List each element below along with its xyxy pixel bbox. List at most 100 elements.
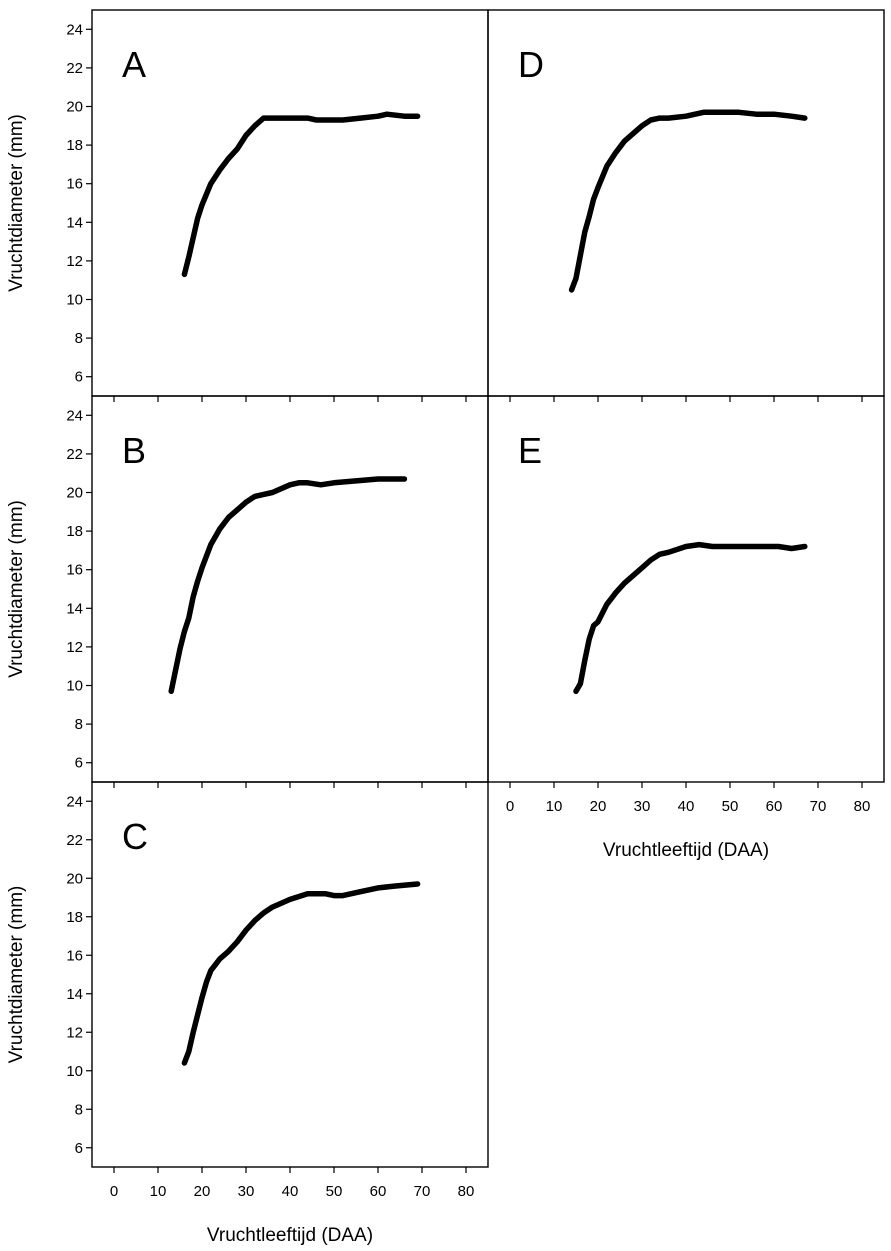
- data-point: [587, 637, 592, 642]
- y-tick-label: 20: [66, 485, 83, 502]
- data-point: [666, 115, 671, 121]
- x-tick-label: 20: [590, 798, 607, 815]
- y-tick-label: 6: [75, 1140, 83, 1157]
- data-point: [182, 272, 187, 277]
- data-point: [199, 995, 205, 1000]
- plot-frame: [91, 781, 489, 1168]
- data-point: [763, 544, 768, 549]
- y-tick-label: 10: [66, 292, 83, 309]
- y-axis-title: Vruchtdiameter (mm): [6, 886, 27, 1064]
- data-point: [252, 123, 257, 128]
- plot-frame: [487, 395, 885, 783]
- data-point: [195, 216, 200, 221]
- y-tick-label: 10: [66, 678, 83, 695]
- data-point: [622, 581, 627, 586]
- series-line: [168, 476, 408, 695]
- data-point: [789, 114, 794, 119]
- data-point: [217, 168, 222, 173]
- data-point: [270, 490, 275, 495]
- y-tick-label: 18: [66, 137, 83, 154]
- data-point: [217, 527, 222, 532]
- data-point: [261, 910, 266, 916]
- data-point: [186, 1049, 191, 1054]
- x-tick-label: 30: [634, 798, 651, 815]
- y-tick-label: 24: [66, 21, 83, 38]
- y-tick-label: 14: [66, 600, 83, 617]
- data-point: [287, 115, 293, 121]
- y-tick-label: 16: [66, 176, 83, 193]
- data-point: [252, 918, 257, 923]
- data-point: [582, 229, 587, 235]
- data-point: [666, 550, 671, 555]
- data-point: [182, 629, 187, 634]
- plot-frame: [91, 395, 489, 783]
- data-point: [331, 480, 337, 485]
- y-tick-label: 20: [66, 99, 83, 116]
- data-point: [204, 980, 209, 985]
- x-tick-label: 40: [678, 798, 695, 815]
- data-point: [340, 893, 345, 898]
- y-tick-label: 16: [66, 562, 83, 579]
- data-point: [226, 949, 231, 954]
- data-point: [393, 883, 398, 889]
- data-point: [358, 889, 363, 894]
- series-line: [181, 881, 421, 1066]
- data-point: [182, 1060, 187, 1066]
- y-tick-label: 8: [75, 1101, 83, 1118]
- data-point: [639, 123, 645, 128]
- x-tick-label: 60: [370, 1183, 387, 1200]
- data-point: [710, 544, 715, 549]
- data-point: [578, 252, 583, 258]
- data-point: [569, 287, 574, 293]
- data-point: [195, 579, 200, 584]
- data-point: [226, 156, 231, 161]
- data-point: [296, 480, 301, 485]
- data-point: [208, 542, 213, 547]
- plot-frame: [487, 9, 885, 397]
- data-point: [582, 658, 587, 663]
- x-tick-label: 80: [458, 1183, 475, 1200]
- y-tick-label: 22: [66, 446, 83, 463]
- y-tick-label: 6: [75, 369, 83, 386]
- data-point: [622, 139, 627, 144]
- data-point: [754, 112, 759, 117]
- panel-c: 6 8 10 12 14 16 18 20 22 24 0 10 20 30 40 50 60 70 80 Vruch…: [6, 781, 489, 1246]
- data-point: [683, 544, 689, 549]
- data-point: [235, 146, 240, 152]
- data-point: [243, 500, 249, 505]
- y-tick-label: 8: [75, 330, 83, 347]
- data-point: [243, 133, 249, 138]
- x-tick-label: 20: [194, 1183, 211, 1200]
- data-point: [375, 476, 381, 482]
- data-point: [595, 619, 601, 624]
- y-tick-label: 22: [66, 60, 83, 77]
- data-point: [191, 235, 196, 240]
- x-tick-label: 70: [810, 798, 827, 815]
- data-point: [771, 112, 777, 117]
- data-point: [331, 893, 337, 898]
- panel-letter: E: [518, 430, 542, 471]
- data-point: [697, 542, 702, 547]
- data-point: [573, 689, 579, 694]
- data-point: [235, 507, 240, 513]
- data-point: [402, 114, 407, 119]
- x-tick-label: 40: [282, 1183, 299, 1200]
- data-point: [719, 110, 724, 115]
- data-point: [226, 515, 231, 520]
- y-tick-label: 16: [66, 947, 83, 964]
- data-point: [727, 544, 733, 549]
- data-point: [287, 482, 293, 487]
- data-point: [252, 494, 257, 499]
- y-tick-label: 18: [66, 909, 83, 926]
- data-point: [613, 590, 618, 596]
- x-tick-label: 10: [150, 1183, 167, 1200]
- data-point: [270, 904, 275, 910]
- x-tick-label: 80: [854, 798, 871, 815]
- data-point: [776, 544, 781, 549]
- series-line: [181, 111, 421, 278]
- data-point: [213, 962, 218, 968]
- x-tick-label: 50: [722, 798, 739, 815]
- data-point: [613, 150, 618, 155]
- data-point: [358, 115, 363, 121]
- data-point: [261, 115, 266, 121]
